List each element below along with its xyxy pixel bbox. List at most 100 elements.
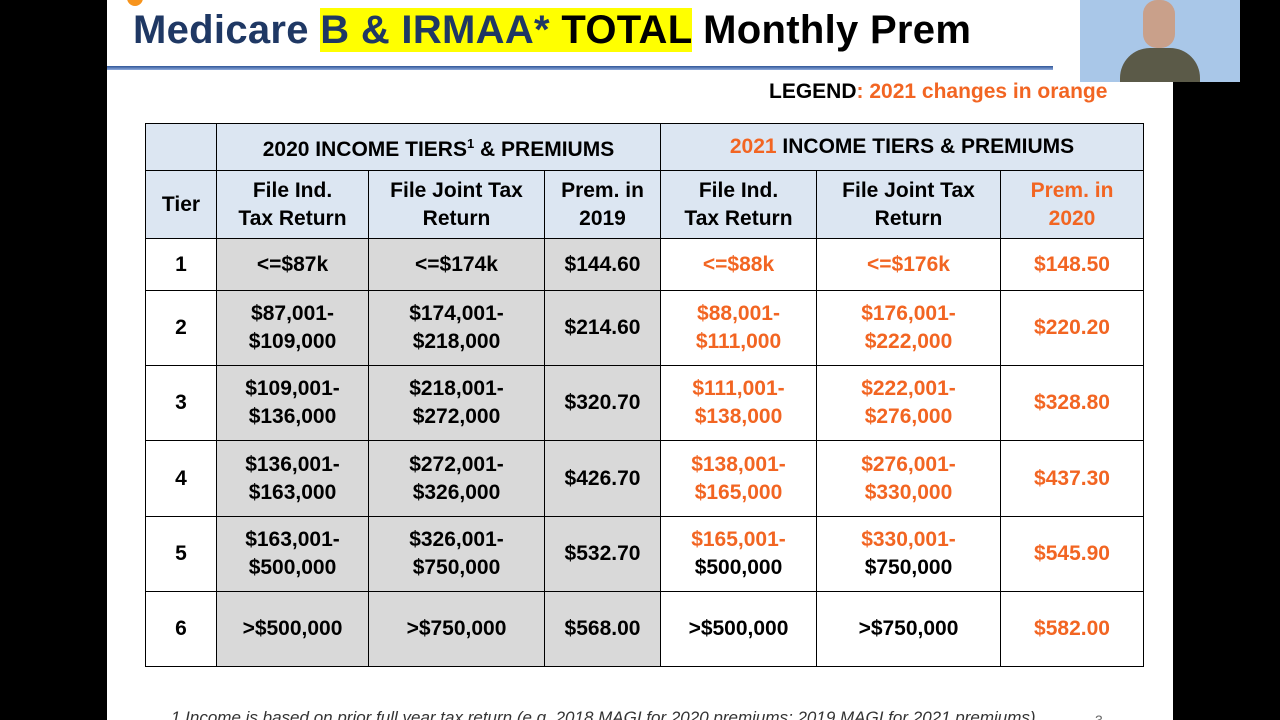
table-cell: $532.70	[544, 516, 661, 592]
cell-text: $545.90	[1034, 542, 1110, 565]
cell-text: $220.20	[1034, 316, 1110, 339]
cell-text: <=$87k	[256, 252, 329, 276]
table-cell: 2021 INCOME TIERS & PREMIUMS	[660, 123, 1144, 171]
table-cell: 3	[145, 365, 217, 441]
table-cell: $320.70	[544, 365, 661, 441]
table-cell: 2	[145, 290, 217, 366]
cell-text: $109,001-	[245, 377, 340, 400]
title-part: B & IRMAA*	[320, 8, 550, 52]
cell-text: $148.50	[1034, 252, 1110, 276]
table-cell: $328.80	[1000, 365, 1144, 441]
table-cell: $582.00	[1000, 591, 1144, 667]
cell-text: Prem. in	[1030, 178, 1114, 202]
cell-text: File Joint Tax	[842, 178, 975, 202]
cell-text: $136,001-	[245, 452, 340, 476]
cell-text: Tax Return	[238, 206, 347, 230]
header-text: 2020 INCOME TIERS	[262, 138, 467, 161]
cell-text: 2	[175, 316, 187, 339]
cell-text: $87,001-	[251, 302, 334, 325]
cell-text: $276,001-	[861, 452, 956, 476]
table-cell: >$500,000	[660, 591, 817, 667]
table-cell: $165,001- $500,000	[660, 516, 817, 592]
cell-text: $750,000	[412, 556, 501, 579]
webcam	[1080, 0, 1240, 82]
table-cell: >$750,000	[368, 591, 545, 667]
cell-text: <=$88k	[702, 252, 775, 276]
cell-text: $437.30	[1034, 466, 1110, 490]
cell-text: File Joint Tax	[390, 178, 523, 202]
person-head	[1143, 0, 1175, 48]
cell-text: $328.80	[1034, 391, 1110, 414]
cell-text: 2020	[1048, 206, 1096, 230]
table-cell: <=$174k	[368, 238, 545, 291]
table-cell: <=$88k	[660, 238, 817, 291]
cell-text: $500,000	[248, 556, 337, 579]
table-cell: File Joint Tax Return	[816, 170, 1001, 239]
table-cell: 4	[145, 440, 217, 517]
page-number: 3	[1095, 712, 1103, 720]
table-cell: 1	[145, 238, 217, 291]
table-cell: $437.30	[1000, 440, 1144, 517]
table-cell: $163,001- $500,000	[216, 516, 369, 592]
cell-text: Prem. in	[561, 178, 644, 202]
cell-text: 2019	[579, 206, 626, 230]
cell-text: $500,000	[694, 556, 783, 579]
cell-text: $109,000	[248, 330, 337, 353]
table-cell: >$750,000	[816, 591, 1001, 667]
cell-text: $320.70	[564, 391, 641, 414]
table-cell: Prem. in 2020	[1000, 170, 1144, 239]
table-cell: >$500,000	[216, 591, 369, 667]
cell-text: >$500,000	[688, 617, 789, 640]
cell-text: $111,000	[695, 330, 782, 353]
cell-text: $330,000	[864, 480, 953, 504]
title-rule	[107, 66, 1053, 70]
logo	[127, 0, 143, 6]
table-cell: $144.60	[544, 238, 661, 291]
title-part: TOTAL	[549, 8, 692, 52]
cell-text: $750,000	[864, 556, 953, 579]
header-text: 1	[466, 136, 475, 151]
table-cell: $330,001- $750,000	[816, 516, 1001, 592]
cell-text: $218,001-	[409, 377, 504, 400]
table-cell: File Joint Tax Return	[368, 170, 545, 239]
table-cell: $568.00	[544, 591, 661, 667]
header-text: 2021	[729, 135, 777, 158]
table-cell: Tier	[145, 170, 217, 239]
cell-text: $165,001-	[691, 528, 786, 551]
table-cell: $426.70	[544, 440, 661, 517]
table-cell: $545.90	[1000, 516, 1144, 592]
table-cell: $138,001- $165,000	[660, 440, 817, 517]
group-header: 2021 INCOME TIERS & PREMIUMS	[730, 133, 1074, 161]
table-cell: <=$87k	[216, 238, 369, 291]
cell-text: >$750,000	[858, 617, 959, 640]
legend-text: : 2021 changes in orange	[856, 80, 1108, 103]
table-cell: File Ind. Tax Return	[216, 170, 369, 239]
table-cell: $136,001- $163,000	[216, 440, 369, 517]
cell-text: <=$174k	[415, 252, 498, 276]
table-cell: $222,001- $276,000	[816, 365, 1001, 441]
table-cell: 6	[145, 591, 217, 667]
cell-text: 4	[175, 466, 187, 490]
cell-text: $138,000	[694, 405, 783, 428]
cell-text: $218,000	[412, 330, 501, 353]
title-part: Medicare	[133, 8, 321, 52]
table-cell: $176,001- $222,000	[816, 290, 1001, 366]
table-cell: $220.20	[1000, 290, 1144, 366]
cell-text: 3	[175, 391, 187, 414]
cell-text: $568.00	[564, 617, 641, 640]
table-cell: 5	[145, 516, 217, 592]
cell-text: <=$176k	[867, 252, 950, 276]
header-text: & PREMIUMS	[474, 138, 615, 161]
cell-text: $330,001-	[861, 528, 956, 551]
table-cell: $174,001- $218,000	[368, 290, 545, 366]
cell-text: $222,001-	[861, 377, 956, 400]
cell-text: $582.00	[1034, 617, 1110, 640]
group-header: 2020 INCOME TIERS1 & PREMIUMS	[263, 130, 614, 164]
footnote: 1 Income is based on prior full year tax…	[171, 708, 1036, 720]
cell-text: $272,001-	[409, 452, 504, 476]
slide-title: Medicare B & IRMAA* TOTAL Monthly Prem	[133, 8, 971, 53]
cell-text: $176,001-	[861, 302, 956, 325]
table-cell	[145, 123, 217, 171]
cell-text: 6	[175, 617, 187, 640]
table-cell: $276,001- $330,000	[816, 440, 1001, 517]
